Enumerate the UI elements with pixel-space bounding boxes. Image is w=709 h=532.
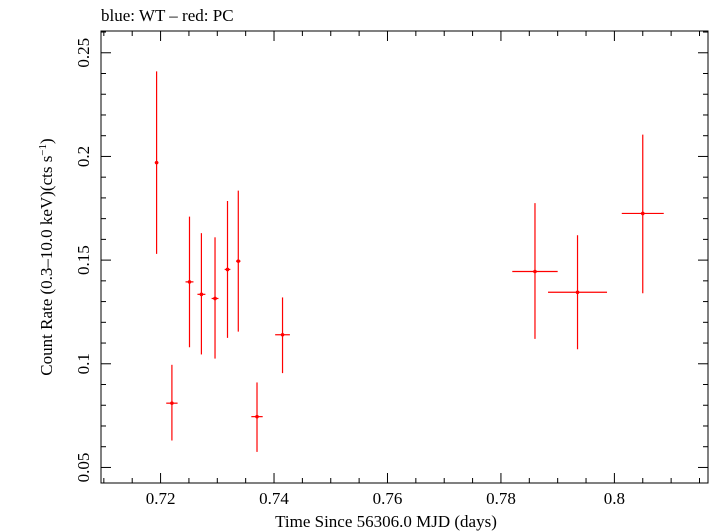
point-marker <box>280 332 285 337</box>
data-point <box>621 134 664 294</box>
y-tick-label: 0.25 <box>74 38 93 68</box>
data-point <box>512 203 558 339</box>
data-point <box>154 71 159 254</box>
y-axis-ticks: 0.05 0.1 0.15 0.2 0.25 <box>74 31 708 483</box>
point-marker <box>213 296 217 301</box>
data-point <box>236 190 241 332</box>
x-axis-ticks: 0.72 0.74 0.76 0.78 0.8 <box>103 31 700 508</box>
plot-frame <box>100 30 709 484</box>
data-point <box>197 233 206 355</box>
data-point <box>275 297 290 374</box>
y-tick-label: 0.1 <box>74 353 93 374</box>
point-marker <box>533 269 537 274</box>
data-point <box>548 235 608 350</box>
point-marker <box>575 290 580 295</box>
x-axis-label: Time Since 56306.0 MJD (days) <box>275 512 497 531</box>
data-point <box>224 201 231 338</box>
point-marker <box>154 160 159 165</box>
data-point <box>166 364 178 441</box>
point-marker <box>255 414 259 419</box>
y-axis-label-main: Count Rate (0.3–10.0 keV)(cts s <box>37 156 56 376</box>
point-marker <box>225 267 230 272</box>
x-tick-label: 0.78 <box>486 489 516 508</box>
point-marker <box>640 211 645 216</box>
data-points <box>154 71 664 452</box>
x-tick-label: 0.8 <box>604 489 625 508</box>
point-marker <box>187 280 192 284</box>
y-axis-label: Count Rate (0.3–10.0 keV)(cts s−1) <box>37 138 56 375</box>
point-marker <box>236 259 241 263</box>
x-tick-label: 0.72 <box>146 489 176 508</box>
data-point <box>251 382 263 452</box>
data-point <box>211 237 219 359</box>
y-axis-label-sup: −1 <box>37 144 49 156</box>
y-tick-label: 0.05 <box>74 453 93 483</box>
y-axis-label-end: ) <box>37 138 56 144</box>
chart-title: blue: WT – red: PC <box>101 6 234 25</box>
x-tick-label: 0.74 <box>259 489 289 508</box>
point-marker <box>199 292 204 297</box>
x-tick-label: 0.76 <box>373 489 403 508</box>
y-tick-label: 0.2 <box>74 146 93 167</box>
y-tick-label: 0.15 <box>74 245 93 275</box>
point-marker <box>170 401 174 405</box>
data-point <box>185 216 194 348</box>
